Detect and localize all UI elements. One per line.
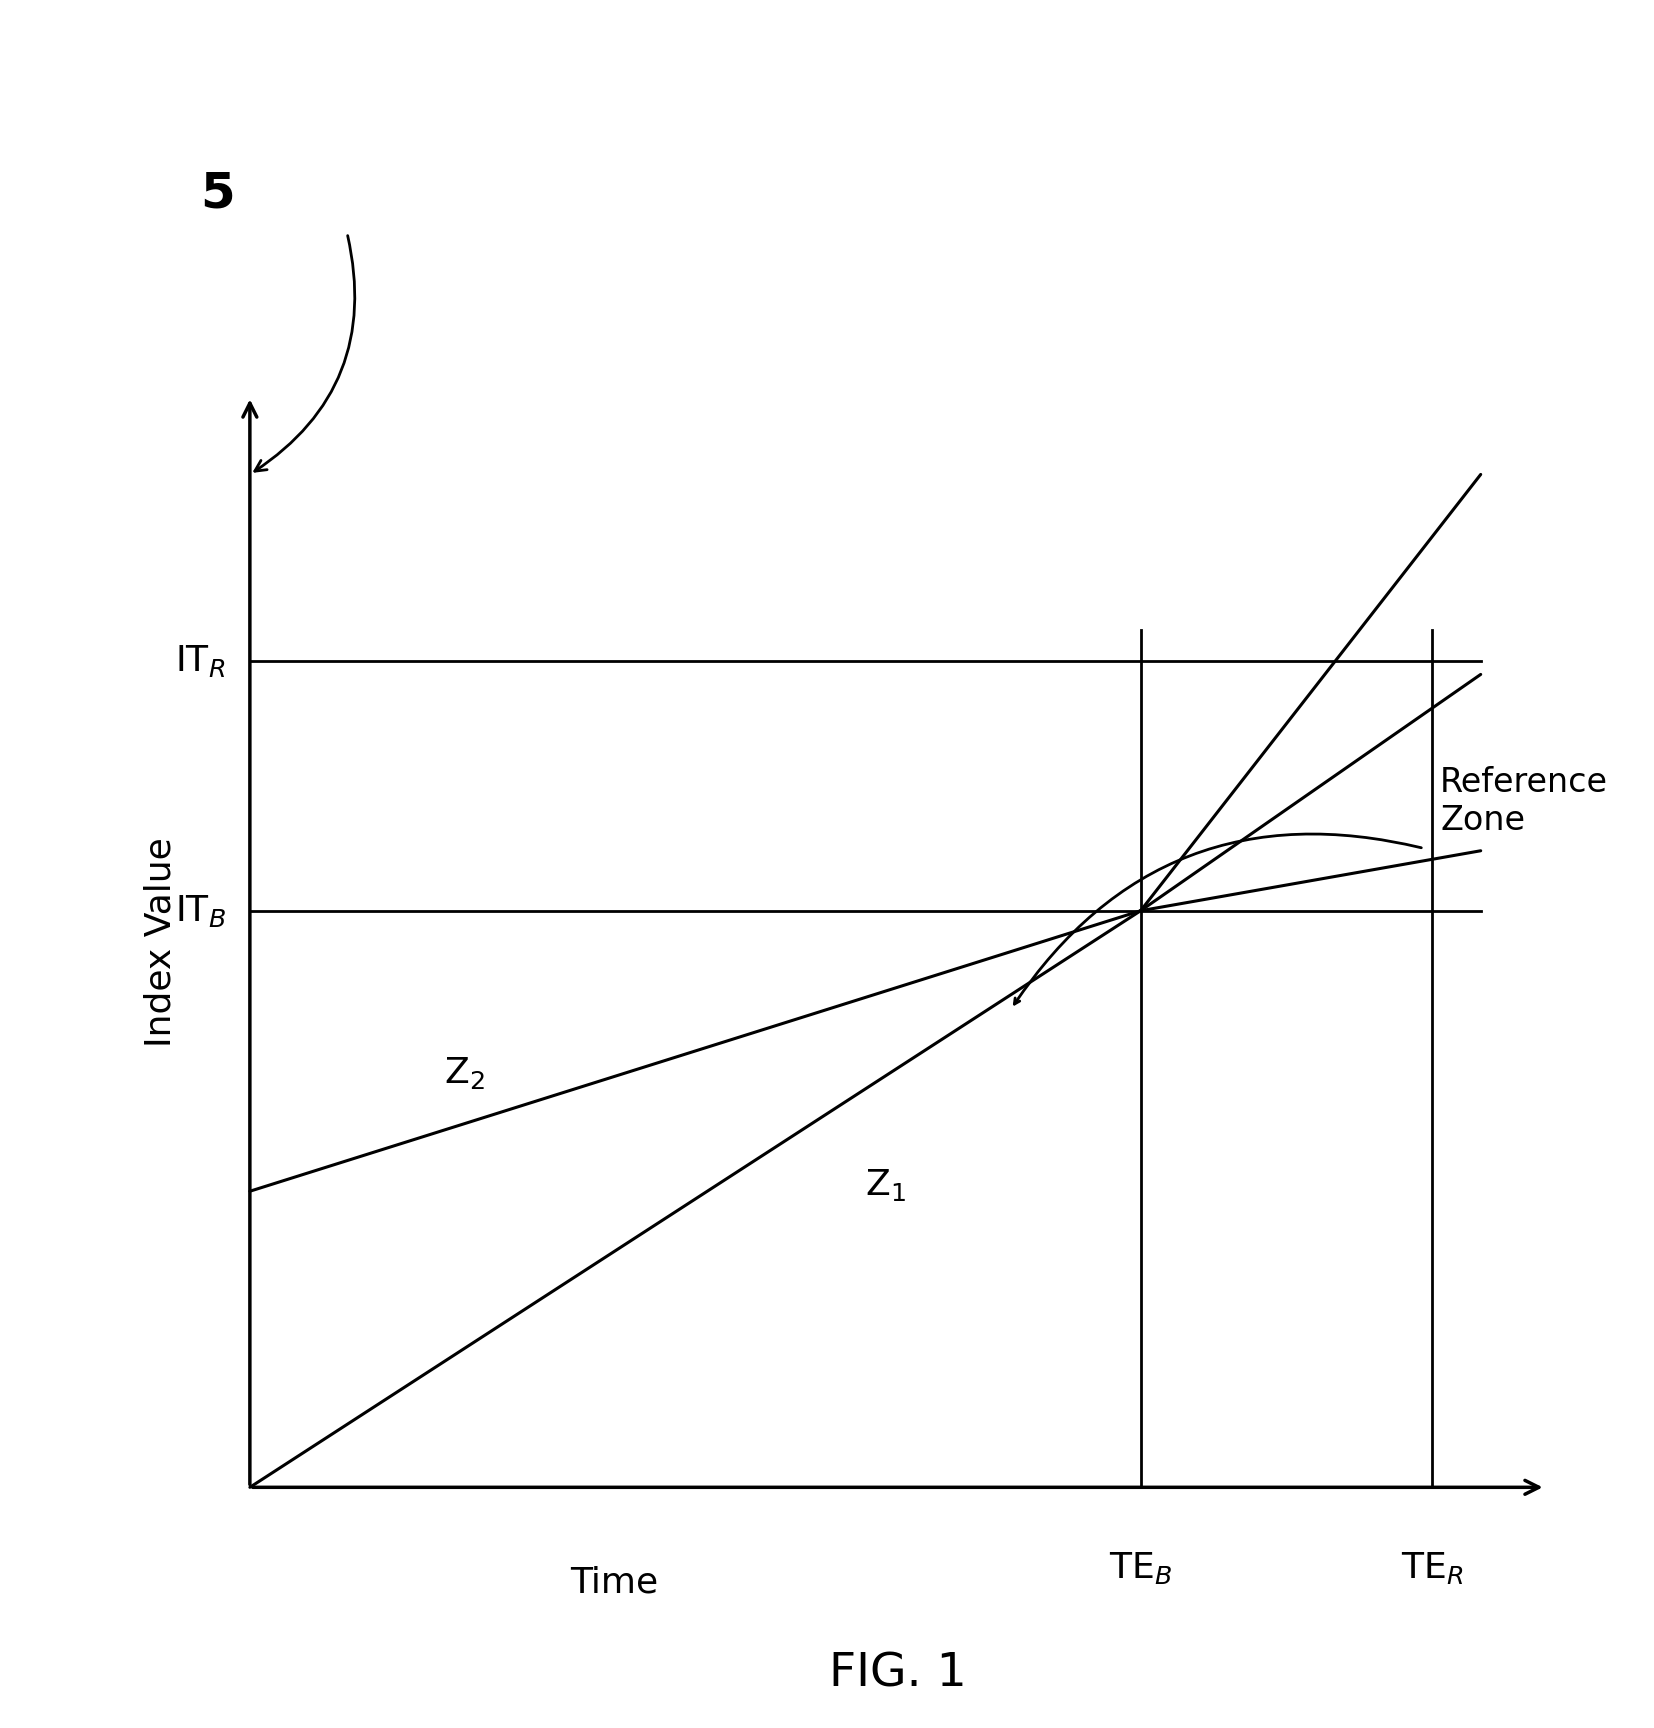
- Text: Index Value: Index Value: [144, 836, 177, 1047]
- Text: Reference
Zone: Reference Zone: [1441, 766, 1608, 838]
- Text: TE$_B$: TE$_B$: [1110, 1550, 1173, 1586]
- Text: IT$_R$: IT$_R$: [175, 643, 225, 679]
- Text: Z$_1$: Z$_1$: [865, 1166, 906, 1203]
- Text: TE$_R$: TE$_R$: [1401, 1550, 1464, 1586]
- Text: FIG. 1: FIG. 1: [829, 1652, 966, 1697]
- Text: 5: 5: [200, 169, 235, 218]
- Text: Z$_2$: Z$_2$: [445, 1056, 485, 1090]
- Text: Time: Time: [571, 1566, 658, 1598]
- Text: IT$_B$: IT$_B$: [175, 893, 225, 928]
